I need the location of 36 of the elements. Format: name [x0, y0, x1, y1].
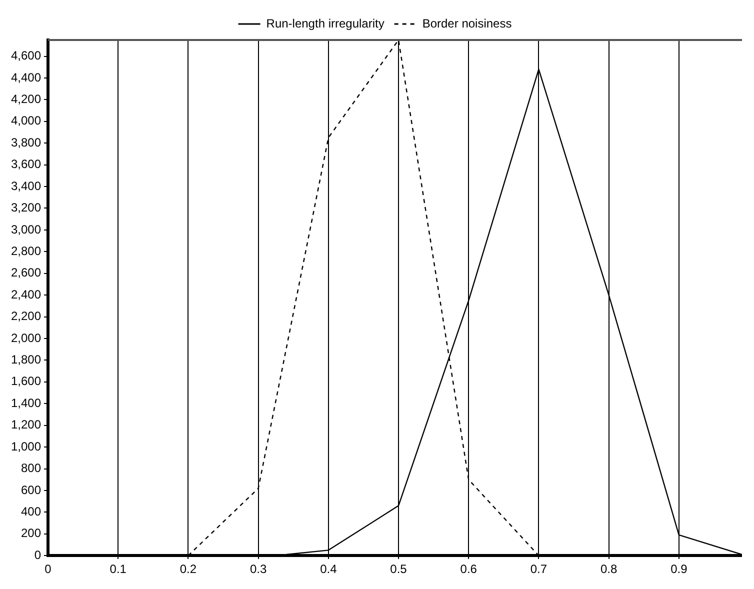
y-tick-label: 200 [21, 526, 42, 540]
legend-label: Run-length irregularity [266, 16, 384, 30]
x-tick-label: 0.3 [250, 562, 267, 576]
y-tick-label: 4,000 [11, 114, 42, 128]
y-tick-label: 1,600 [11, 374, 42, 388]
x-tick-label: 0.4 [320, 562, 338, 576]
x-tick-label: 0.6 [460, 562, 478, 576]
x-tick-label: 0 [44, 562, 52, 576]
y-tick-label: 2,600 [11, 266, 42, 280]
y-tick-label: 1,400 [11, 396, 42, 410]
y-tick-label: 2,400 [11, 287, 42, 302]
y-tick-label: 3,200 [11, 200, 42, 215]
y-tick-label: 400 [21, 504, 42, 518]
x-tick-label: 0.2 [180, 562, 197, 576]
y-tick-label: 600 [21, 482, 42, 497]
x-tick-label: 0.8 [600, 562, 618, 576]
y-tick-label: 4,200 [11, 92, 42, 106]
legend-label: Border noisiness [422, 16, 512, 30]
x-tick-label: 0.9 [670, 562, 688, 576]
y-tick-label: 2,000 [11, 330, 42, 345]
y-tick-label: 3,800 [11, 135, 42, 150]
x-tick-label: 0.1 [110, 562, 127, 576]
y-tick-label: 1,800 [11, 352, 42, 367]
x-tick-label: 0.7 [530, 562, 548, 576]
y-tick-label: 2,200 [11, 309, 42, 324]
y-tick-label: 3,400 [11, 178, 42, 193]
y-tick-label: 2,800 [11, 244, 42, 258]
y-tick-label: 1,200 [11, 418, 42, 432]
y-tick-label: 3,600 [11, 157, 42, 172]
x-tick-label: 0.5 [390, 562, 408, 576]
y-tick-label: 4,400 [11, 70, 42, 84]
y-tick-label: 800 [21, 461, 42, 476]
y-tick-label: 4,600 [11, 48, 42, 63]
y-tick-label: 1,000 [11, 439, 42, 454]
y-tick-label: 0 [34, 548, 42, 562]
y-tick-label: 3,000 [11, 222, 42, 236]
